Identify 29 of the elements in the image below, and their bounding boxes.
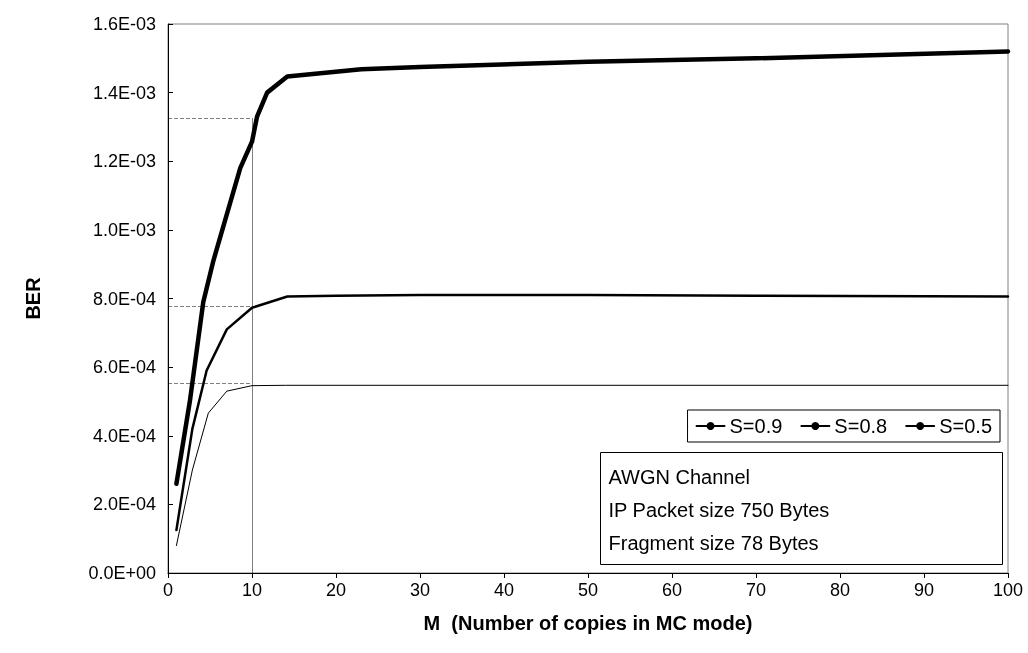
- y-tick-label: 1.2E-03: [92, 151, 156, 172]
- annotation: IP Packet size 750 Bytes: [608, 499, 830, 521]
- y-tick-label: 1.6E-03: [92, 14, 156, 34]
- y-tick-label: 0.0E+00: [88, 563, 156, 583]
- annotation: Fragment size 78 Bytes: [608, 532, 819, 554]
- y-tick-label: 2.0E-04: [92, 494, 156, 515]
- x-tick-label: 60: [661, 580, 683, 600]
- y-tick-label: 6.0E-04: [92, 357, 156, 378]
- x-tick-label: 90: [913, 580, 935, 600]
- x-axis-title: M (Number of copies in MC mode): [423, 612, 753, 634]
- x-tick-label: 100: [992, 580, 1024, 600]
- line-series: [174, 49, 1011, 487]
- y-tick-label: 1.0E-03: [92, 219, 156, 240]
- legend-label: S=0.8: [834, 415, 888, 437]
- x-tick-label: 30: [409, 580, 431, 600]
- x-tick-label: 80: [829, 580, 851, 600]
- y-axis-title: BER: [22, 276, 44, 320]
- x-tick-label: 50: [577, 580, 599, 600]
- x-tick-label: 40: [493, 580, 515, 600]
- x-tick-label: 20: [325, 580, 347, 600]
- x-tick-label: 10: [241, 580, 263, 600]
- y-tick-label: 8.0E-04: [92, 288, 156, 309]
- legend-label: S=0.5: [939, 415, 993, 437]
- x-tick-label: 0: [162, 580, 174, 600]
- legend-label: S=0.9: [729, 415, 783, 437]
- annotation: AWGN Channel: [608, 466, 751, 488]
- y-tick-label: 4.0E-04: [92, 425, 156, 446]
- y-tick-label: 1.4E-03: [92, 82, 156, 103]
- x-tick-label: 70: [745, 580, 767, 600]
